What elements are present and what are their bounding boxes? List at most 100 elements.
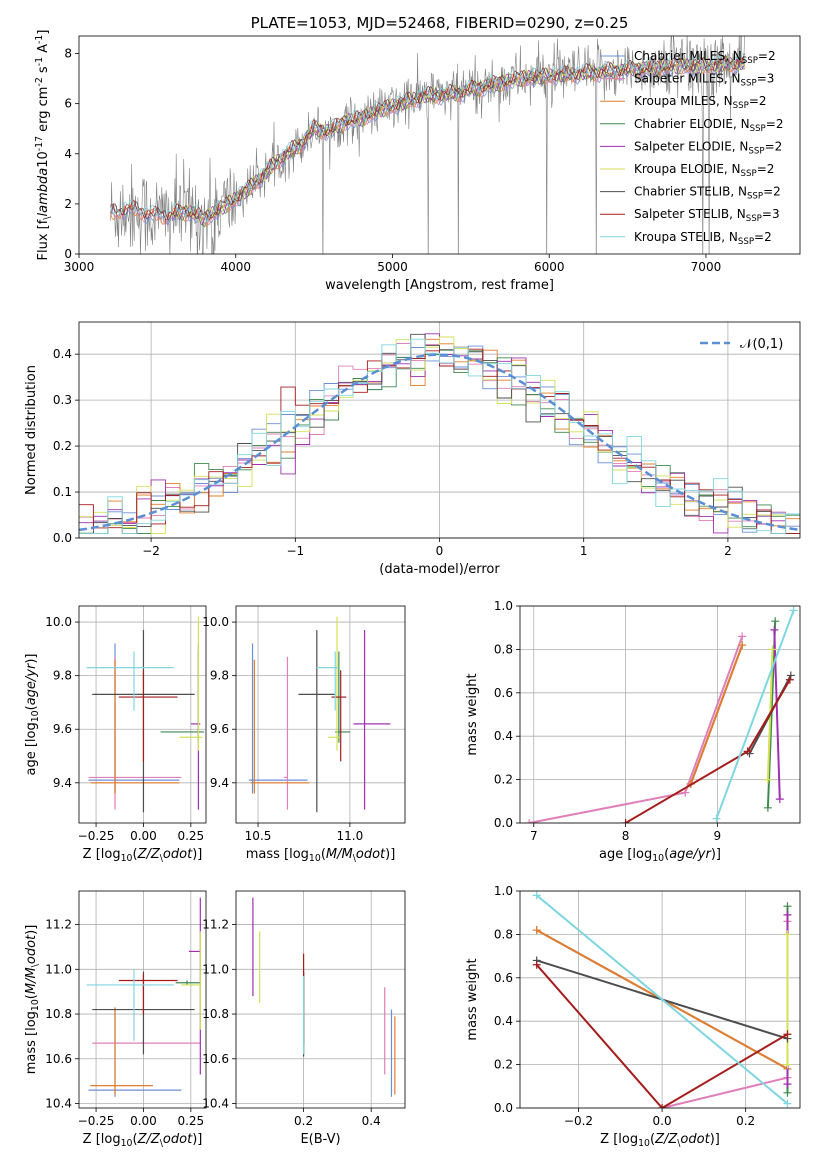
x-tick-label: 6000 [534, 260, 565, 274]
weight-line-chabrier-elodie [766, 621, 777, 808]
legend-entry: 𝒩(0,1) [740, 337, 783, 352]
axes-spectrum: 3000 4000 5000 6000 7000 0 2 4 6 8 wavelength [Ang… [34, 14, 801, 293]
axes-frame [235, 605, 406, 824]
y-tick-label: 10.0 [202, 615, 229, 629]
x-tick-label: 0 [436, 544, 444, 558]
model-line-chabrier-stelib [110, 54, 746, 221]
axes-frame [519, 605, 801, 824]
plot-area [252, 897, 396, 1097]
y-tick-label: 0.0 [53, 531, 72, 545]
axes-frame [78, 890, 207, 1109]
weight-line-salpeter-stelib [535, 964, 789, 1108]
y-axis-label: age [log10(age/yr)] [24, 653, 41, 775]
y-tick-label: 1.0 [494, 599, 513, 613]
y-tick-label: 11.0 [45, 962, 72, 976]
y-tick-label: 9.6 [210, 722, 229, 736]
axes-frame [78, 321, 801, 539]
y-tick-label: 0.3 [53, 393, 72, 407]
y-axis-label: mass [log10(M/M\odot)] [24, 925, 41, 1075]
y-tick-label: 9.4 [210, 776, 229, 790]
weight-marker-salpeter-elodie [783, 910, 792, 919]
axes-weight-vs-age: 7 8 9 0.0 0.2 0.4 0.6 0.8 1.0 age [log10(age/yr)]… [465, 599, 801, 864]
x-tick-label: 1 [580, 544, 588, 558]
x-tick-label: 5000 [377, 260, 408, 274]
axes-age-vs-Z: −0.25 0.00 0.25 9.4 9.6 9.8 10.0 Z [log10(Z/Z\o… [24, 605, 207, 864]
histogram-kroupa-stelib [79, 338, 800, 534]
weight-marker-salpeter-miles [681, 788, 690, 797]
y-tick-label: 11.2 [202, 918, 229, 932]
legend-entry: Chabrier STELIB, NSSP=2 [634, 185, 781, 202]
x-tick-label: −0.25 [78, 829, 115, 843]
weight-marker-salpeter-stelib [532, 960, 541, 969]
x-axis-label: Z [log10(Z/Z\odot)] [83, 1132, 203, 1149]
weight-line-salpeter-stelib [625, 679, 791, 823]
x-tick-label: 0.2 [736, 1114, 755, 1128]
x-tick-label: −2 [142, 544, 160, 558]
legend-entry: Chabrier MILES, NSSP=2 [634, 49, 776, 66]
y-axis-label: Normed distribution [24, 365, 39, 495]
chart-title: PLATE=1053, MJD=52468, FIBERID=0290, z=0… [251, 14, 629, 32]
legend-entry: Salpeter STELIB, NSSP=3 [634, 207, 780, 224]
axes-weight-vs-Z: −0.2 0.0 0.2 0.0 0.2 0.4 0.6 0.8 1.0 Z [log10(Z/Z… [465, 884, 801, 1149]
legend-entry: Chabrier ELODIE, NSSP=2 [634, 117, 783, 134]
weight-marker-salpeter-miles [738, 632, 747, 641]
y-tick-label: 2 [64, 197, 72, 211]
axes-frame [78, 605, 207, 824]
y-tick-label: 0.8 [494, 642, 513, 656]
x-tick-label: −0.25 [78, 1114, 115, 1128]
x-tick-label: 0.25 [177, 829, 204, 843]
y-tick-label: 10.0 [45, 615, 72, 629]
x-tick-label: 0.00 [130, 1114, 157, 1128]
legend-entry: Kroupa MILES, NSSP=2 [634, 94, 767, 111]
y-axis-label: mass weight [465, 673, 480, 755]
weight-marker-salpeter-elodie [770, 625, 779, 634]
weight-marker-salpeter-stelib [783, 1030, 792, 1039]
x-tick-label: 11.0 [337, 829, 364, 843]
x-tick-label: 4000 [220, 260, 251, 274]
weight-marker-kroupa-stelib [532, 891, 541, 900]
y-tick-label: 0.4 [494, 729, 513, 743]
y-tick-label: 0.6 [494, 686, 513, 700]
x-tick-label: 10.5 [245, 829, 272, 843]
weight-marker-salpeter-stelib [785, 675, 794, 684]
y-tick-label: 0.0 [494, 816, 513, 830]
normal-curve [79, 353, 800, 532]
x-tick-label: 0.25 [177, 1114, 204, 1128]
y-tick-label: 0.2 [53, 439, 72, 453]
axes-age-vs-mass: 10.5 11.0 9.4 9.6 9.8 10.0 mass [log10(M/M\odo… [202, 605, 406, 864]
weight-marker-chabrier-elodie [783, 1088, 792, 1097]
axes-mass-vs-EBV: 0.2 0.4 10.4 10.6 10.8 11.0 11.2 E(B-V) [202, 890, 406, 1147]
weight-marker-salpeter-miles [525, 819, 534, 823]
y-tick-label: 0.2 [494, 773, 513, 787]
x-tick-label: 2 [724, 544, 732, 558]
y-tick-label: 9.8 [210, 669, 229, 683]
weight-marker-kroupa-elodie [783, 1060, 792, 1069]
y-tick-label: 0.6 [494, 971, 513, 985]
x-axis-label: (data-model)/error [379, 562, 500, 577]
weight-marker-kroupa-stelib [789, 606, 798, 615]
x-axis-label: Z [log10(Z/Z\odot)] [83, 847, 203, 864]
legend-entry: Salpeter MILES, NSSP=3 [634, 72, 774, 89]
plot-area [109, 36, 746, 254]
y-tick-label: 10.6 [45, 1052, 72, 1066]
x-axis-label: E(B-V) [300, 1132, 340, 1147]
model-line-salpeter-stelib [109, 53, 746, 221]
y-tick-label: 0.4 [494, 1014, 513, 1028]
plot-area [532, 891, 792, 1108]
legend: Chabrier MILES, NSSP=2 Salpeter MILES, NS… [600, 49, 783, 247]
y-tick-label: 0 [64, 247, 72, 261]
y-axis-label: Flux [f\lambda10-17 erg cm-2 s-1 A-1] [34, 30, 53, 261]
plot-area [86, 616, 205, 813]
y-tick-label: 8 [64, 47, 72, 61]
weight-marker-salpeter-elodie [783, 1080, 792, 1089]
x-tick-label: −0.2 [564, 1114, 593, 1128]
x-tick-label: 0.0 [653, 1114, 672, 1128]
y-axis-label: mass weight [465, 958, 480, 1040]
y-tick-label: 0.4 [53, 347, 72, 361]
legend-entry: Kroupa ELODIE, NSSP=2 [634, 162, 774, 179]
weight-line-kroupa-miles [689, 644, 744, 785]
model-line-kroupa-stelib [109, 52, 746, 222]
y-tick-label: 4 [64, 147, 72, 161]
y-tick-label: 0.8 [494, 927, 513, 941]
